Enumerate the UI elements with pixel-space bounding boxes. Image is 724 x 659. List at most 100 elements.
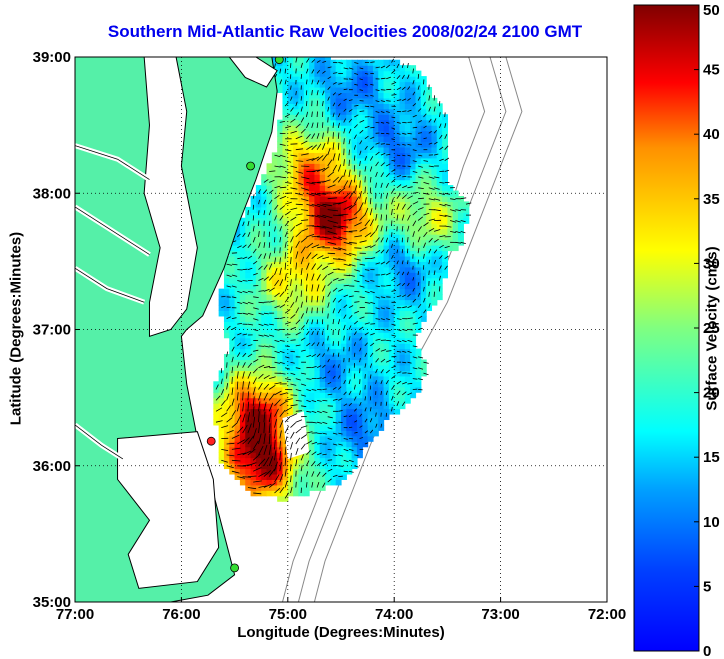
velocity-vector: [439, 182, 445, 184]
velocity-vector: [295, 182, 304, 185]
velocity-vector: [284, 446, 287, 455]
velocity-vector: [391, 232, 393, 237]
velocity-vector: [370, 94, 374, 97]
velocity-vector: [396, 214, 399, 221]
velocity-cell: [293, 359, 300, 366]
velocity-vector: [327, 66, 332, 69]
velocity-vector: [327, 241, 337, 245]
velocity-vector: [316, 90, 319, 96]
colorbar-tick-label: 15: [703, 449, 720, 466]
velocity-vector: [247, 231, 251, 238]
y-tick-label: 37:00: [33, 322, 71, 339]
velocity-vector: [274, 257, 277, 265]
velocity-vector: [391, 254, 394, 259]
velocity-cell: [351, 130, 358, 137]
velocity-cell: [261, 195, 268, 203]
velocity-cell: [250, 255, 257, 262]
velocity-cell: [394, 277, 401, 284]
velocity-vector: [423, 253, 425, 259]
velocity-vector: [412, 114, 417, 118]
velocity-vector: [295, 148, 304, 151]
velocity-cell: [298, 457, 305, 464]
velocity-vector: [247, 462, 257, 467]
velocity-cell: [325, 408, 331, 415]
velocity-cell: [420, 310, 427, 317]
velocity-vector: [317, 443, 322, 445]
velocity-vector: [226, 285, 232, 288]
velocity-vector: [322, 353, 325, 358]
velocity-cell: [372, 92, 379, 99]
velocity-cell: [255, 190, 262, 197]
velocity-cell: [351, 446, 358, 453]
velocity-cell: [314, 473, 321, 480]
velocity-vector: [290, 441, 293, 450]
velocity-cell: [367, 392, 374, 399]
velocity-vector: [226, 417, 233, 423]
velocity-vector: [231, 346, 235, 352]
velocity-vector: [343, 449, 349, 452]
velocity-cell: [404, 364, 411, 371]
velocity-vector: [433, 130, 438, 134]
velocity-cell: [410, 108, 417, 115]
velocity-vector: [327, 370, 331, 374]
velocity-cell: [356, 141, 363, 148]
velocity-vector: [290, 85, 292, 90]
velocity-cell: [229, 435, 236, 442]
velocity-vector: [353, 342, 356, 347]
velocity-cell: [431, 223, 438, 230]
velocity-cell: [239, 430, 246, 437]
velocity-cell: [431, 245, 438, 252]
velocity-vector: [412, 68, 414, 74]
velocity-cell: [383, 413, 390, 421]
velocity-vector: [242, 371, 245, 379]
velocity-cell: [293, 484, 300, 491]
velocity-cell: [346, 392, 353, 399]
velocity-vector: [343, 231, 353, 233]
velocity-vector: [332, 432, 338, 435]
velocity-vector: [274, 350, 280, 354]
velocity-cell: [287, 92, 294, 99]
velocity-vector: [370, 291, 375, 294]
velocity-vector: [332, 142, 335, 150]
velocity-cell: [234, 397, 241, 404]
velocity-cell: [335, 190, 342, 197]
velocity-cell: [309, 195, 315, 203]
velocity-cell: [325, 255, 331, 262]
velocity-vector: [316, 132, 320, 139]
velocity-vector: [396, 75, 401, 80]
velocity-cell: [420, 228, 427, 235]
velocity-cell: [282, 299, 289, 306]
velocity-vector: [412, 201, 419, 205]
velocity-cell: [314, 479, 321, 486]
velocity-cell: [378, 408, 385, 415]
velocity-vector: [231, 422, 238, 428]
velocity-vector: [439, 235, 446, 238]
velocity-vector: [417, 367, 424, 370]
velocity-vector: [258, 210, 260, 216]
colorbar-tick-label: 5: [703, 578, 711, 595]
velocity-cell: [309, 86, 315, 94]
velocity-cell: [245, 397, 252, 404]
velocity-vector: [263, 483, 272, 488]
velocity-vector: [369, 156, 374, 161]
velocity-cell: [239, 315, 246, 322]
velocity-cell: [255, 348, 262, 355]
velocity-vector: [263, 323, 269, 326]
velocity-cell: [303, 490, 310, 497]
velocity-cell: [426, 130, 433, 137]
velocity-cell: [314, 217, 321, 224]
velocity-cell: [335, 195, 342, 203]
velocity-vector: [247, 312, 254, 316]
velocity-vector: [247, 448, 256, 456]
velocity-vector: [263, 470, 272, 477]
velocity-cell: [335, 272, 342, 279]
velocity-cell: [277, 321, 284, 328]
velocity-cell: [415, 245, 422, 252]
velocity-cell: [239, 468, 246, 475]
velocity-cell: [293, 97, 300, 104]
velocity-vector: [316, 122, 319, 128]
velocity-cell: [277, 217, 284, 224]
velocity-cell: [346, 212, 353, 219]
velocity-cell: [346, 304, 353, 312]
velocity-cell: [388, 359, 395, 366]
